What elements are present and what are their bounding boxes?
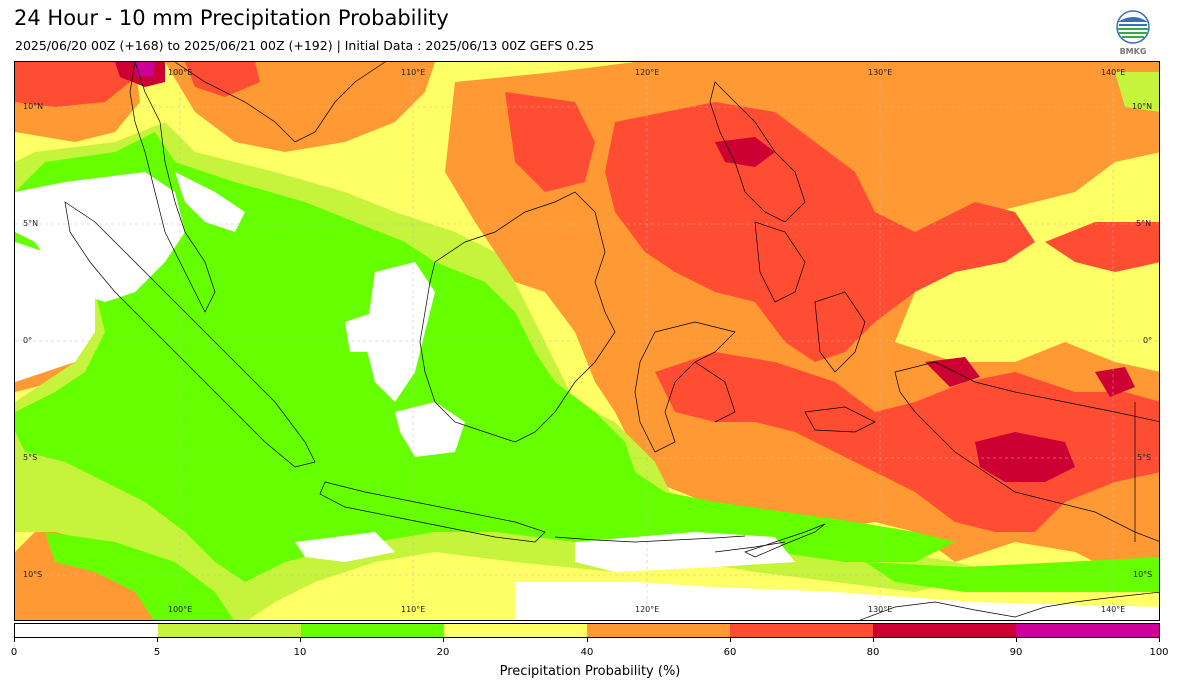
map-subtitle: 2025/06/20 00Z (+168) to 2025/06/21 00Z … — [15, 38, 595, 53]
legend-tick-label: 40 — [580, 647, 594, 658]
legend-swatch — [730, 624, 873, 637]
prob-80-90-regions — [115, 62, 1135, 482]
coastlines — [64, 62, 1159, 620]
legend-tick-label: 100 — [1149, 647, 1169, 658]
lat-label: 5°S — [1137, 453, 1152, 462]
lat-label: 0° — [1143, 336, 1153, 345]
prob-10-20-regions — [15, 132, 1159, 620]
legend-tick-label: 60 — [723, 647, 737, 658]
lat-label: 10°N — [23, 102, 44, 111]
legend-tick-label: 5 — [153, 647, 161, 658]
lon-label: 100°E — [168, 68, 193, 77]
legend-tickmark — [1016, 638, 1017, 642]
legend-tick-label: 20 — [436, 647, 450, 658]
legend-swatch — [444, 624, 587, 637]
lon-label: 120°E — [635, 605, 660, 614]
legend-tickmark — [14, 638, 15, 642]
lon-label: 130°E — [868, 605, 893, 614]
lon-label: 140°E — [1101, 68, 1126, 77]
legend-swatch — [301, 624, 444, 637]
lon-label: 120°E — [635, 68, 660, 77]
legend-tickmark — [1159, 638, 1160, 642]
legend-tickmark — [587, 638, 588, 642]
legend-tick-label: 80 — [866, 647, 880, 658]
map-canvas — [15, 62, 1159, 620]
lon-label: 110°E — [401, 68, 426, 77]
legend-colorbar — [14, 623, 1160, 638]
legend-swatch — [873, 624, 1016, 637]
legend-tickmark — [443, 638, 444, 642]
legend-swatch — [15, 624, 158, 637]
lat-label: 10°N — [1132, 102, 1153, 111]
legend-swatch — [587, 624, 730, 637]
lat-label: 5°N — [23, 219, 39, 228]
legend-tickmark — [300, 638, 301, 642]
legend-tick-label: 0 — [10, 647, 18, 658]
legend-tickmark — [157, 638, 158, 642]
lat-label: 0° — [23, 336, 33, 345]
lon-label: 140°E — [1101, 605, 1126, 614]
legend-tickmark — [730, 638, 731, 642]
prob-60-80-regions — [15, 62, 1159, 532]
legend-tickmark — [873, 638, 874, 642]
lat-label: 10°S — [23, 570, 43, 579]
lat-label: 5°N — [1136, 219, 1152, 228]
legend-swatch — [1016, 624, 1159, 637]
legend-tick-label: 10 — [293, 647, 307, 658]
graticule — [15, 62, 1159, 620]
lon-label: 130°E — [868, 68, 893, 77]
svg-text:BMKG: BMKG — [1120, 47, 1147, 56]
bmkg-logo-icon: BMKG — [1114, 10, 1152, 56]
legend-swatch — [158, 624, 301, 637]
lat-label: 10°S — [1133, 570, 1153, 579]
precipitation-map: 100°E 110°E 120°E 130°E 140°E 100°E 110°… — [14, 61, 1160, 621]
legend-axis-label: Precipitation Probability (%) — [499, 664, 681, 679]
map-title: 24 Hour - 10 mm Precipitation Probabilit… — [14, 6, 449, 30]
lon-label: 100°E — [168, 605, 193, 614]
legend-tick-label: 90 — [1009, 647, 1023, 658]
lon-label: 110°E — [401, 605, 426, 614]
lat-label: 5°S — [23, 453, 38, 462]
